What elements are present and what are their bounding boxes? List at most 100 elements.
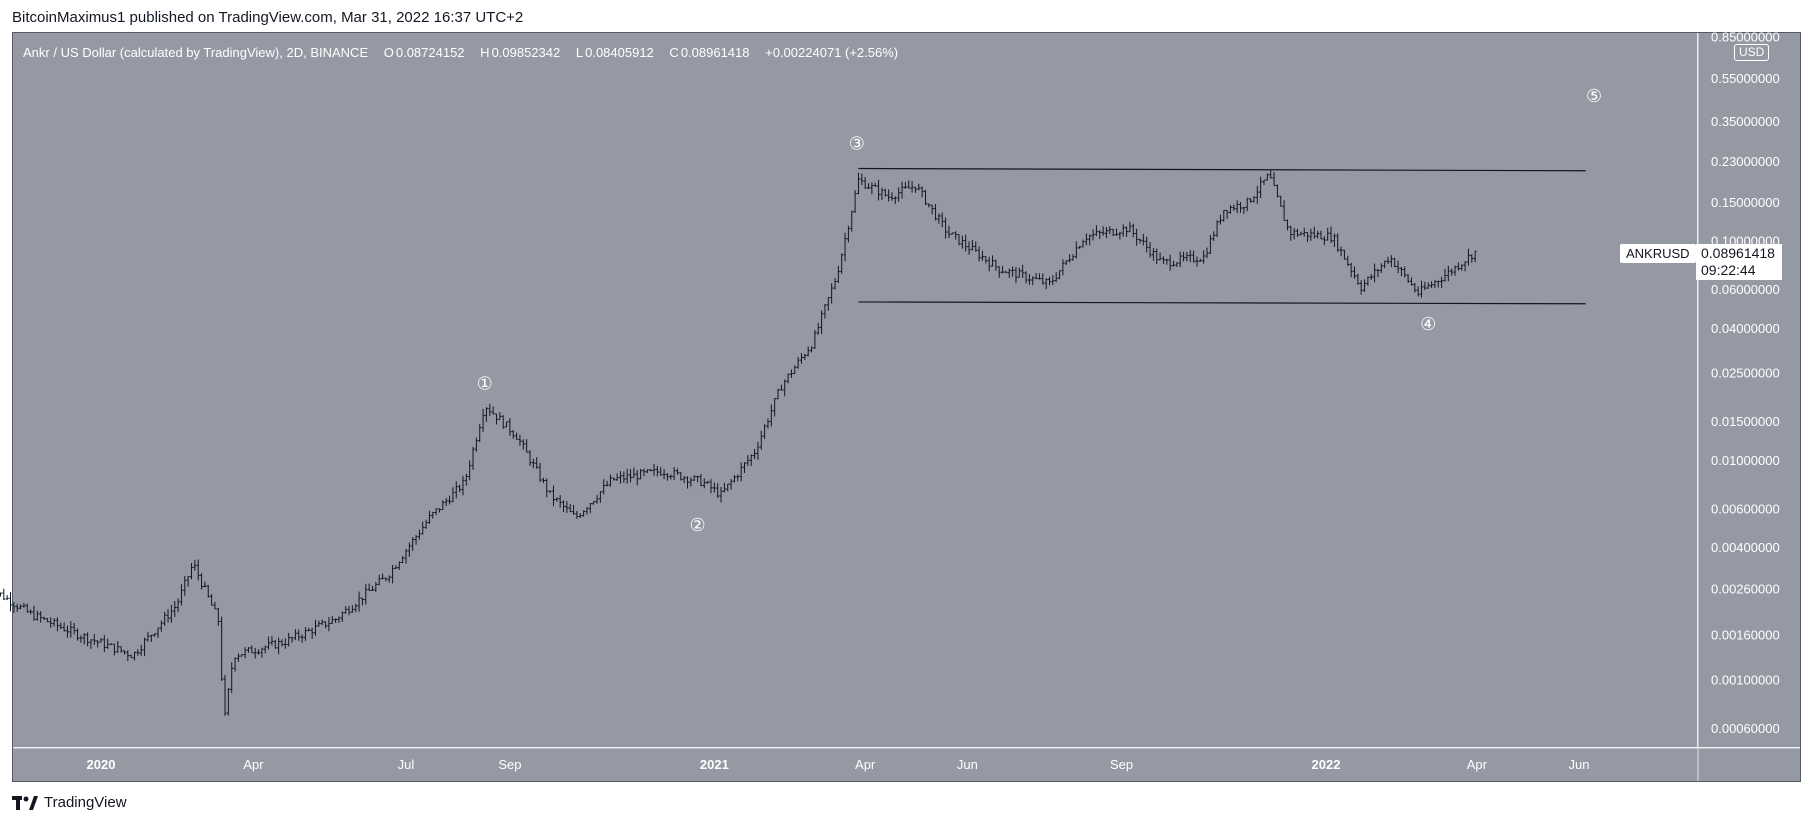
- candle: [32, 605, 36, 621]
- candle: [947, 225, 951, 239]
- candle: [501, 415, 505, 429]
- candle: [488, 403, 492, 417]
- candle: [1420, 280, 1424, 298]
- x-tick-label: Sep: [498, 757, 521, 772]
- candle: [1044, 278, 1048, 290]
- candle: [19, 604, 23, 610]
- resistance-line[interactable]: [858, 167, 1586, 172]
- candle: [1373, 263, 1377, 283]
- candle: [1202, 250, 1206, 264]
- candle: [1383, 260, 1387, 269]
- wave-count-label[interactable]: ①: [477, 374, 493, 395]
- last-price: 0.08961418: [1701, 245, 1775, 261]
- candle: [116, 641, 120, 653]
- candle: [602, 479, 606, 495]
- candle: [484, 407, 488, 422]
- candle: [62, 622, 66, 632]
- candle: [706, 480, 710, 484]
- candle: [555, 497, 559, 502]
- candle: [753, 448, 757, 460]
- candle: [52, 618, 56, 627]
- candle: [394, 565, 398, 569]
- candle: [860, 173, 864, 186]
- candle: [444, 497, 448, 506]
- candle: [1004, 270, 1008, 274]
- candle: [143, 637, 147, 657]
- candle: [471, 446, 475, 470]
- x-axis-ticks: 2020 Apr Jul Sep 2021 Apr Jun Sep 2022 Apr Jun: [87, 757, 1590, 772]
- footer: TradingView: [12, 794, 127, 811]
- candle: [461, 475, 465, 496]
- candle: [1379, 263, 1383, 273]
- candle: [1413, 282, 1417, 293]
- candle: [1239, 202, 1243, 213]
- candle: [897, 187, 901, 202]
- candle: [1312, 226, 1316, 239]
- candle: [1242, 206, 1246, 214]
- candle: [994, 259, 998, 271]
- candle: [632, 467, 636, 478]
- candle: [937, 213, 941, 224]
- candle: [1178, 251, 1182, 268]
- low-label: L: [575, 45, 584, 60]
- currency-badge[interactable]: USD: [1734, 44, 1770, 61]
- candle: [1155, 248, 1159, 264]
- candle: [1262, 179, 1266, 185]
- candle: [92, 634, 96, 645]
- candle: [1188, 250, 1192, 263]
- candle: [900, 181, 904, 199]
- y-tick-label: 0.00060000: [1711, 721, 1780, 736]
- candle: [12, 601, 16, 613]
- support-line[interactable]: [858, 301, 1586, 305]
- plot-area[interactable]: [13, 33, 1697, 747]
- candle: [511, 430, 515, 440]
- price-axis[interactable]: [1698, 33, 1800, 747]
- candle: [1168, 254, 1172, 271]
- candle: [1121, 224, 1125, 237]
- candle: [1399, 266, 1403, 277]
- candle: [1175, 262, 1179, 267]
- wave-count-label[interactable]: ②: [690, 515, 706, 536]
- candle: [669, 474, 673, 480]
- wave-count-label[interactable]: ⑤: [1586, 86, 1602, 107]
- candle: [1047, 276, 1051, 286]
- candle: [494, 413, 498, 425]
- time-axis[interactable]: [13, 748, 1800, 781]
- candle: [615, 473, 619, 481]
- candle: [746, 455, 750, 466]
- candle: [283, 638, 287, 649]
- candle: [448, 495, 452, 505]
- candle: [86, 632, 90, 647]
- candle: [1396, 260, 1400, 274]
- y-tick-label: 0.00100000: [1711, 672, 1780, 687]
- candle: [1389, 255, 1393, 268]
- candle: [223, 674, 227, 716]
- candle: [1473, 250, 1477, 263]
- candle: [458, 484, 462, 493]
- symbol-description[interactable]: Ankr / US Dollar (calculated by TradingV…: [23, 45, 369, 60]
- trend-lines-group: [858, 167, 1586, 305]
- candle: [722, 482, 726, 493]
- candle: [1450, 268, 1454, 276]
- candle: [833, 277, 837, 290]
- candle: [890, 192, 894, 201]
- candle: [79, 635, 83, 643]
- candle: [1336, 233, 1340, 253]
- y-tick-label: 0.01000000: [1711, 453, 1780, 468]
- candle: [944, 217, 948, 239]
- candle: [1054, 272, 1058, 283]
- candle: [1104, 227, 1108, 239]
- candle: [49, 617, 53, 628]
- candle: [1352, 266, 1356, 279]
- candle: [518, 434, 522, 446]
- wave-count-label[interactable]: ④: [1420, 314, 1436, 335]
- candle: [662, 469, 666, 480]
- candle: [686, 476, 690, 489]
- wave-count-label[interactable]: ③: [849, 133, 865, 154]
- candle: [665, 473, 669, 481]
- candle: [1302, 227, 1306, 237]
- footer-brand[interactable]: TradingView: [44, 794, 127, 811]
- candles-group: [0, 170, 1477, 716]
- candle: [659, 467, 663, 476]
